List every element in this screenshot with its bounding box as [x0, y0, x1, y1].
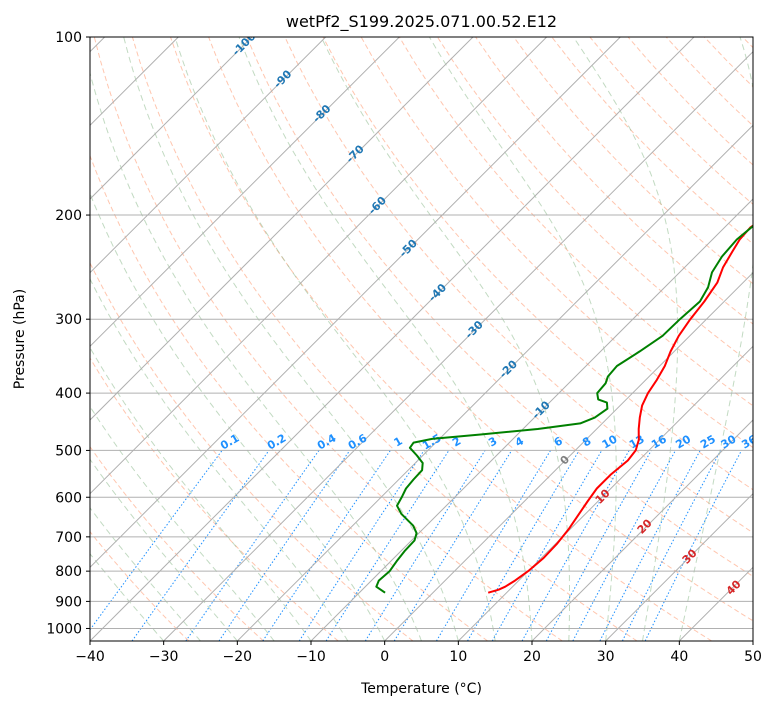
mixing-ratio-line — [185, 450, 320, 641]
x-tick-label: 0 — [380, 649, 389, 665]
dry-adiabat-line — [170, 37, 712, 641]
moist-adiabat-line — [90, 458, 238, 641]
isotherm-line — [90, 37, 400, 348]
dry-adiabat-line — [284, 37, 753, 534]
isotherm-line — [90, 37, 253, 200]
dry-adiabat-line — [131, 37, 638, 641]
x-tick-label: 40 — [670, 649, 688, 665]
x-tick-label: 30 — [597, 649, 615, 665]
moist-adiabat-line — [174, 37, 496, 641]
plot-frame — [89, 36, 754, 642]
mixing-ratio-line — [621, 450, 722, 641]
dry-adiabat-line — [322, 37, 753, 491]
x-tick-label: −10 — [296, 649, 326, 665]
x-tick-label: 10 — [449, 649, 467, 665]
y-tick-label: 800 — [55, 564, 82, 580]
y-tick-label: 400 — [55, 386, 82, 402]
mixing-ratio-line — [644, 450, 742, 641]
x-tick-label: −30 — [149, 649, 179, 665]
dry-adiabat-line — [360, 37, 753, 449]
mixing-ratio-line — [521, 450, 630, 641]
x-axis: −40 −30 −20 −10 0 10 20 30 40 50 — [75, 641, 762, 665]
mixing-ratio-line — [325, 450, 450, 641]
x-tick-label: −20 — [223, 649, 253, 665]
mixing-ratio-line — [393, 450, 513, 641]
isotherm-line — [163, 50, 753, 641]
moist-adiabat-line — [90, 506, 201, 641]
isotherm-line — [531, 419, 753, 641]
x-tick-label: 20 — [523, 649, 541, 665]
y-tick-label: 100 — [55, 30, 82, 46]
y-tick-label: 1000 — [46, 621, 82, 637]
y-tick-label: 300 — [55, 312, 82, 328]
y-axis: 100 200 300 400 500 600 700 800 900 1000 — [46, 30, 90, 637]
mixing-ratio-lines — [90, 450, 742, 641]
moist-adiabat-line — [428, 37, 617, 641]
isotherm-line — [90, 37, 474, 421]
isotherm-line — [236, 124, 753, 641]
dewpoint-line — [375, 224, 753, 594]
mixing-ratio-line — [131, 450, 270, 641]
mixing-ratio-line — [90, 450, 223, 631]
moist-adiabat-line — [90, 277, 349, 641]
profile-series — [375, 224, 753, 594]
x-tick-label: 50 — [744, 649, 762, 665]
isotherm-line — [90, 37, 548, 495]
y-tick-label: 700 — [55, 530, 82, 546]
y-axis-label: Pressure (hPa) — [12, 289, 28, 389]
y-tick-label: 600 — [55, 490, 82, 506]
dry-adiabat-line — [436, 37, 753, 366]
isotherm-line — [90, 37, 327, 274]
dry-adiabat-line — [246, 37, 753, 577]
mixing-ratio-line — [435, 450, 552, 641]
x-tick-label: −40 — [75, 649, 105, 665]
y-tick-label: 200 — [55, 208, 82, 224]
moist-adiabat-line — [123, 37, 459, 641]
mixing-ratio-line — [364, 450, 486, 641]
dry-adiabat-line — [208, 37, 753, 622]
mixing-ratio-label: 36 — [739, 432, 759, 451]
mixing-ratio-line — [572, 450, 676, 641]
x-axis-label: Temperature (°C) — [360, 681, 482, 697]
dry-adiabat-line — [93, 37, 563, 641]
moist-adiabat-line — [320, 37, 571, 641]
pressure-gridlines — [90, 37, 753, 629]
isotherm-line — [90, 37, 621, 569]
mixing-ratio-line — [599, 450, 701, 641]
temperature-line — [487, 224, 753, 594]
mixing-ratio-line — [298, 450, 425, 641]
dry-adiabat-line — [90, 357, 339, 641]
moist-adiabat-line — [572, 37, 679, 641]
mixing-ratio-line — [545, 450, 652, 641]
dry-adiabat-line — [90, 154, 488, 641]
moist-adiabat-line — [678, 37, 753, 641]
mixing-ratio-line — [262, 450, 391, 641]
moist-adiabat-line — [90, 71, 422, 641]
y-tick-label: 900 — [55, 594, 82, 610]
moist-adiabat-line — [90, 192, 386, 641]
isotherm-line — [310, 198, 753, 641]
moist-adiabat-line — [90, 552, 165, 641]
isotherm-line — [90, 37, 695, 641]
y-tick-label: 500 — [55, 443, 82, 459]
isotherms — [90, 37, 753, 641]
dry-adiabat-line — [90, 530, 190, 641]
isotherm-line — [605, 492, 753, 641]
chart-title: wetPf2_S199.2025.071.00.52.E12 — [286, 12, 557, 32]
dry-adiabat-line — [513, 37, 753, 285]
dry-adiabat-line — [90, 445, 264, 641]
mixing-ratio-line — [218, 450, 351, 641]
moist-adiabat-line — [90, 405, 275, 641]
moist-adiabat-line — [238, 37, 533, 641]
isotherm-line — [384, 271, 753, 641]
